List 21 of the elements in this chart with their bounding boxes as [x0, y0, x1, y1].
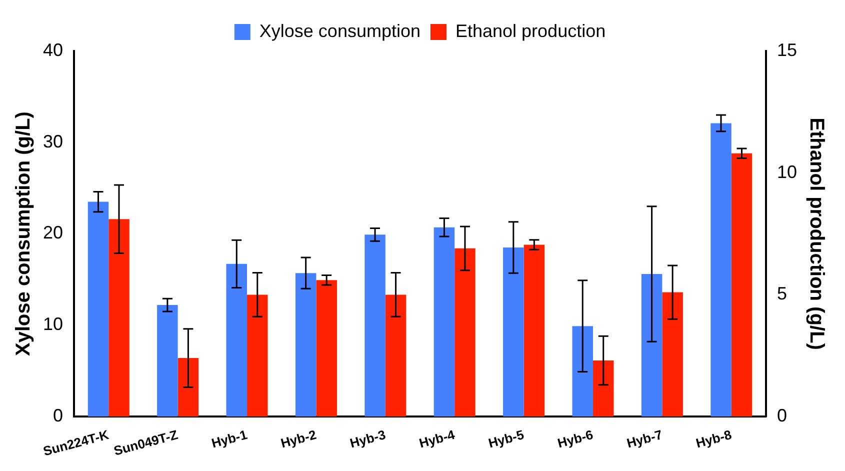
x-tick-label: Hyb-8 [694, 426, 734, 451]
x-tick-label: Hyb-2 [279, 426, 318, 451]
x-tick-label: Hyb-5 [486, 426, 526, 451]
y-tick-label: 30 [42, 131, 64, 152]
x-tick-label: Hyb-7 [625, 426, 664, 451]
y-axis-title: Xylose consumption (g/L) [12, 112, 35, 356]
y-tick-label: 10 [42, 314, 64, 334]
legend-label: Xylose consumption [259, 20, 420, 41]
x-tick-label: Hyb-3 [348, 426, 388, 451]
x-tick-label: Hyb-4 [418, 426, 458, 451]
y2-axis-title: Ethanol production (g/L) [805, 118, 828, 350]
legend-label: Ethanol production [455, 20, 606, 41]
y-tick-label: 40 [42, 40, 64, 60]
y2-tick-label: 15 [776, 40, 798, 60]
x-tick-label: Hyb-6 [556, 426, 595, 451]
y2-tick-label: 5 [776, 284, 787, 304]
y2-tick-label: 10 [776, 162, 798, 182]
y-tick-label: 20 [42, 222, 64, 243]
x-tick-label: Hyb-1 [210, 426, 249, 451]
y2-tick-label: 0 [776, 406, 787, 426]
y-tick-label: 0 [53, 406, 64, 426]
